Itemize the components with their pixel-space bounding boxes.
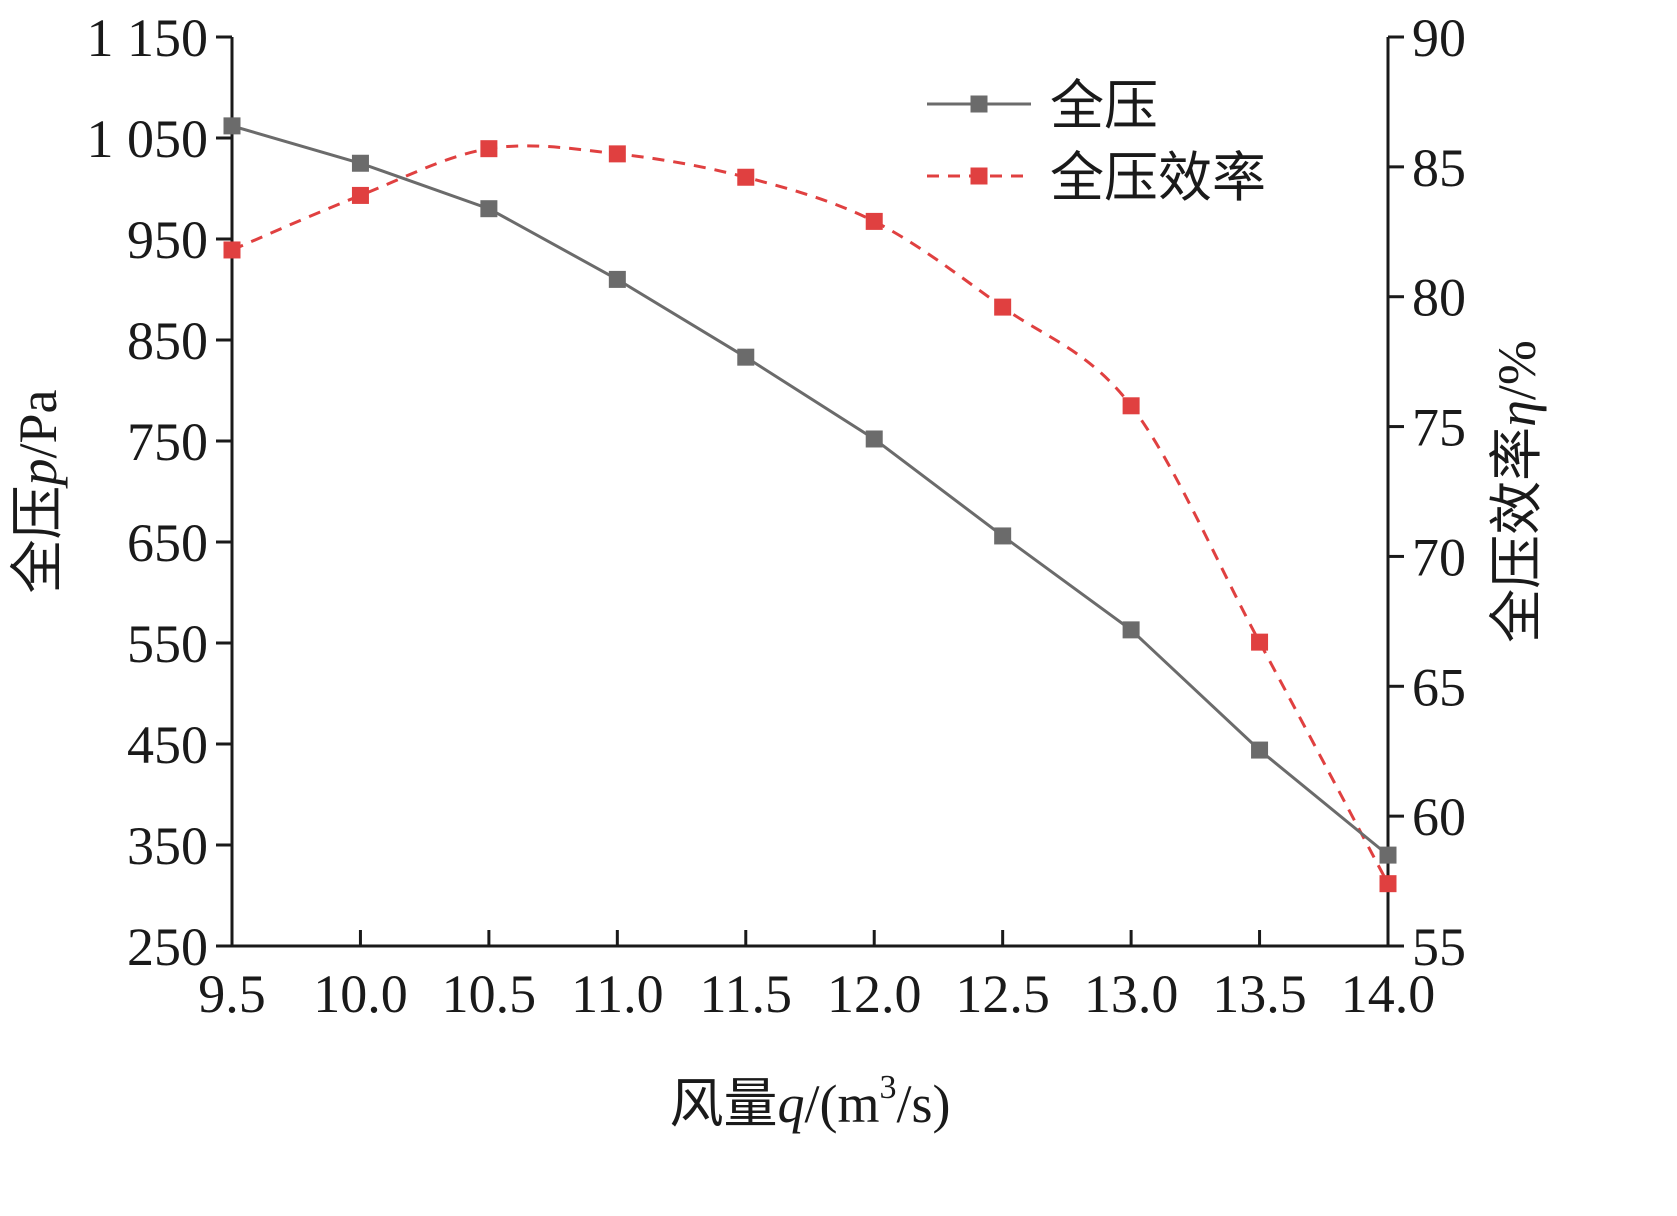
x-tick-label: 14.0 <box>1341 964 1436 1024</box>
right-y-tick-label: 90 <box>1412 8 1466 68</box>
legend-swatch-marker-total-pressure <box>970 95 988 113</box>
left-y-tick-label: 650 <box>127 513 208 573</box>
right-y-axis-title-var: η <box>1487 400 1547 427</box>
data-point-total-pressure <box>351 154 369 172</box>
data-point-total-pressure <box>1379 846 1397 864</box>
legend-label-efficiency: 全压效率 <box>1050 148 1266 208</box>
data-point-total-pressure <box>608 270 626 288</box>
right-y-tick-label: 75 <box>1412 398 1466 458</box>
x-axis-title-var: q <box>778 1074 805 1134</box>
x-axis-title-unit: /(m <box>805 1074 880 1134</box>
data-point-total-pressure <box>994 527 1012 545</box>
data-point-total-pressure <box>737 348 755 366</box>
x-tick-label: 12.5 <box>955 964 1050 1024</box>
left-y-tick-label: 950 <box>127 210 208 270</box>
data-point-efficiency <box>1379 875 1397 893</box>
x-tick-label: 10.5 <box>442 964 537 1024</box>
left-y-axis-ticks: 250 350 450 550 650 750 850 950 1 050 1 150 <box>87 8 232 977</box>
data-point-total-pressure <box>1122 621 1140 639</box>
data-point-efficiency <box>865 212 883 230</box>
x-axis-title-prefix: 风量 <box>670 1074 778 1134</box>
left-y-tick-label: 550 <box>127 614 208 674</box>
left-y-tick-label: 1 150 <box>87 8 209 68</box>
series-layer <box>223 117 1397 893</box>
x-tick-label: 9.5 <box>198 964 266 1024</box>
left-y-axis-title: 全压p/Pa <box>8 389 68 593</box>
data-point-efficiency <box>737 168 755 186</box>
right-y-tick-label: 80 <box>1412 268 1466 328</box>
x-axis-title: 风量q/(m3/s) <box>670 1069 951 1134</box>
data-point-efficiency <box>223 241 241 259</box>
right-y-axis-title-unit: /% <box>1487 340 1547 400</box>
left-y-axis-title-var: p <box>8 459 68 490</box>
x-tick-label: 11.0 <box>571 964 664 1024</box>
legend-label-total-pressure: 全压 <box>1050 76 1158 136</box>
data-point-total-pressure <box>1251 741 1269 759</box>
right-y-tick-label: 85 <box>1412 138 1466 198</box>
data-point-total-pressure <box>865 430 883 448</box>
right-y-tick-label: 60 <box>1412 787 1466 847</box>
series-line-efficiency <box>231 144 1390 885</box>
series-line-total-pressure <box>231 124 1389 857</box>
left-y-tick-label: 250 <box>127 917 208 977</box>
plot-area: 9.5 10.0 10.5 11.0 11.5 12.0 12.5 13.0 13.5 14.0 … <box>87 8 1467 1024</box>
left-y-tick-label: 750 <box>127 412 208 472</box>
right-y-tick-label: 65 <box>1412 657 1466 717</box>
right-y-axis-ticks: 55 60 65 70 75 80 85 90 <box>1388 8 1466 977</box>
right-y-axis-title: 全压效率η/% <box>1487 340 1547 643</box>
x-tick-label: 13.0 <box>1084 964 1179 1024</box>
data-point-efficiency <box>1122 397 1140 415</box>
data-point-total-pressure <box>223 117 241 135</box>
x-axis-title-sup: 3 <box>880 1069 897 1106</box>
legend: 全压 全压效率 <box>927 76 1266 208</box>
data-point-efficiency <box>608 145 626 163</box>
x-tick-label: 10.0 <box>313 964 408 1024</box>
left-y-tick-label: 1 050 <box>87 109 209 169</box>
left-y-tick-label: 350 <box>127 816 208 876</box>
x-tick-label: 12.0 <box>827 964 922 1024</box>
data-point-efficiency <box>994 298 1012 316</box>
x-tick-label: 11.5 <box>700 964 793 1024</box>
left-y-axis-title-prefix: 全压 <box>8 486 68 594</box>
right-y-tick-label: 55 <box>1412 917 1466 977</box>
right-y-axis-title-prefix: 全压效率 <box>1487 427 1547 643</box>
data-point-efficiency <box>1251 633 1269 651</box>
x-axis-ticks: 9.5 10.0 10.5 11.0 11.5 12.0 12.5 13.0 13.5 14.0 <box>198 930 1435 1024</box>
left-y-tick-label: 850 <box>127 311 208 371</box>
data-point-total-pressure <box>480 200 498 218</box>
data-point-efficiency <box>351 186 369 204</box>
right-y-tick-label: 70 <box>1412 527 1466 587</box>
left-y-tick-label: 450 <box>127 715 208 775</box>
legend-swatch-marker-efficiency <box>970 167 988 185</box>
x-axis-title-unit-close: /s) <box>897 1074 951 1134</box>
data-point-efficiency <box>480 140 498 158</box>
left-y-axis-title-unit: /Pa <box>8 389 68 458</box>
x-tick-label: 13.5 <box>1212 964 1307 1024</box>
